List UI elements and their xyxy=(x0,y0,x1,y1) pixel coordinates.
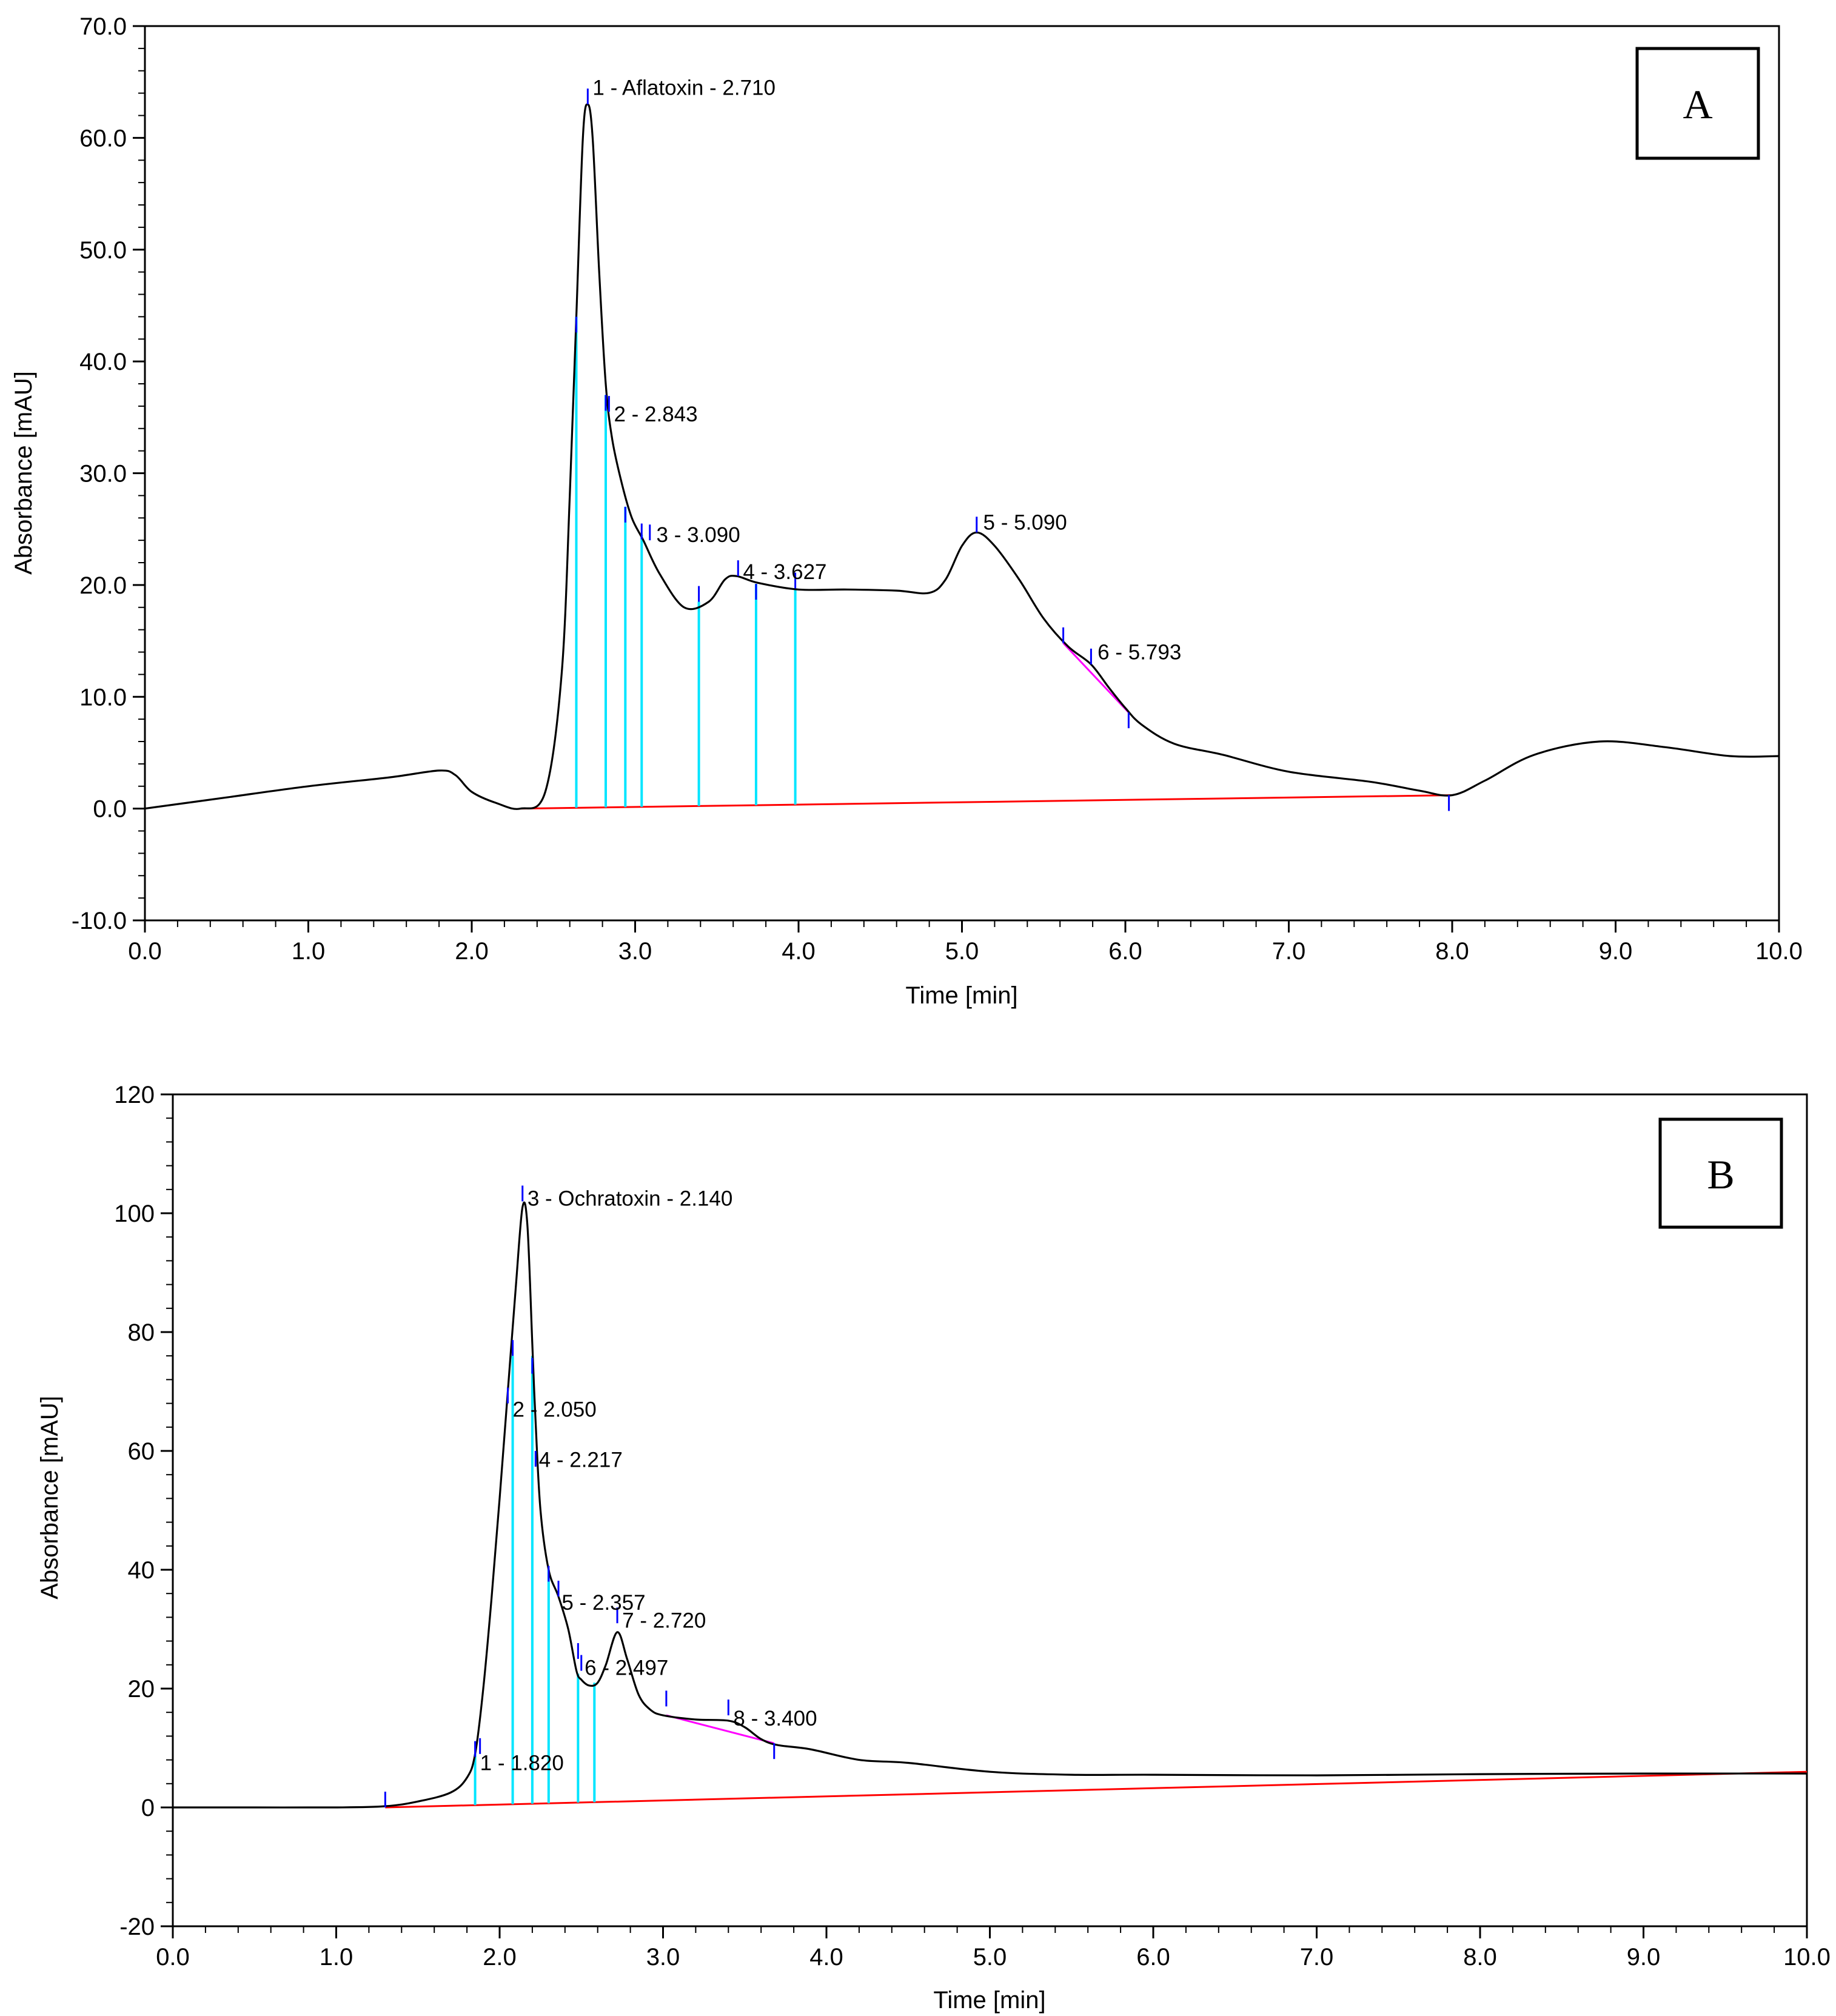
x-tick-label: 5.0 xyxy=(973,1944,1007,1971)
peak-label: 2 - 2.843 xyxy=(614,403,697,426)
peak-label: 5 - 5.090 xyxy=(983,511,1067,535)
y-tick-label: 120 xyxy=(114,1082,155,1108)
axes-b: 0.0 1.0 2.0 3.0 4.0 5.0 6.0 7.0 8.0 9.0 10.0 -20 0 20… xyxy=(114,1082,1831,1971)
peak-label: 3 - Ochratoxin - 2.140 xyxy=(528,1187,732,1211)
peak-label: 8 - 3.400 xyxy=(733,1707,817,1730)
peak-label: 3 - 3.090 xyxy=(657,523,740,547)
tangent-skim-line xyxy=(1062,642,1130,714)
panel-tag-a: A xyxy=(1683,81,1712,127)
integration-baseline xyxy=(385,1770,1808,1809)
x-tick-label: 1.0 xyxy=(292,938,326,965)
x-tick-label: 9.0 xyxy=(1627,1944,1661,1971)
x-tick-label: 7.0 xyxy=(1272,938,1306,965)
x-tick-label: 10.0 xyxy=(1755,938,1803,965)
x-tick-label: 9.0 xyxy=(1599,938,1633,965)
x-tick-label: 8.0 xyxy=(1435,938,1469,965)
y-tick-label: -10.0 xyxy=(72,908,127,934)
x-tick-label: 0.0 xyxy=(156,1944,190,1971)
y-tick-label: 50.0 xyxy=(79,237,127,264)
y-tick-label: 40.0 xyxy=(79,349,127,375)
x-tick-label: 8.0 xyxy=(1463,1944,1497,1971)
marks-b: 3 - Ochratoxin - 2.140 2 - 2.050 4 - 2.217… xyxy=(173,1185,1808,1809)
y-tick-label: 30.0 xyxy=(79,461,127,487)
x-tick-label: 1.0 xyxy=(320,1944,353,1971)
chromatogram-trace xyxy=(173,1201,1808,1809)
x-axis-label-b: Time [min] xyxy=(933,1987,1045,2014)
peak-label: 4 - 3.627 xyxy=(743,560,826,584)
x-tick-label: 4.0 xyxy=(782,938,816,965)
x-tick-label: 6.0 xyxy=(1136,1944,1170,1971)
x-tick-label: 5.0 xyxy=(945,938,979,965)
x-tick-label: 2.0 xyxy=(483,1944,517,1971)
y-tick-label: 60.0 xyxy=(79,125,127,152)
y-tick-label: 70.0 xyxy=(79,13,127,40)
y-tick-label: 10.0 xyxy=(79,684,127,711)
peak-label: 6 - 5.793 xyxy=(1097,641,1181,665)
x-tick-label: 4.0 xyxy=(809,1944,843,1971)
peak-label: 1 - 1.820 xyxy=(480,1752,564,1775)
panel-tag-b: B xyxy=(1707,1151,1734,1197)
panel-tag-box-b xyxy=(1658,1117,1783,1229)
y-axis-label-b: Absorbance [mAU] xyxy=(36,1396,63,1599)
integration-baseline xyxy=(520,794,1453,810)
chromatogram-trace xyxy=(144,103,1780,810)
x-tick-label: 3.0 xyxy=(646,1944,680,1971)
y-tick-label: 40 xyxy=(128,1557,155,1584)
peak-label: 1 - Aflatoxin - 2.710 xyxy=(592,76,776,99)
axes-a: 0.0 1.0 2.0 3.0 4.0 5.0 6.0 7.0 8.0 9.0 10.0-10.00… xyxy=(72,13,1803,965)
tangent-skim-line xyxy=(666,1714,775,1744)
x-tick-label: 7.0 xyxy=(1300,1944,1334,1971)
x-tick-label: 0.0 xyxy=(128,938,162,965)
chart-panel-a: 0.0 1.0 2.0 3.0 4.0 5.0 6.0 7.0 8.0 9.0 10.0-10.00… xyxy=(10,13,1803,1009)
peak-label: 6 - 2.497 xyxy=(585,1656,668,1680)
x-tick-label: 2.0 xyxy=(455,938,489,965)
peak-label: 2 - 2.050 xyxy=(513,1398,597,1421)
x-tick-label: 6.0 xyxy=(1108,938,1142,965)
peak-label: 5 - 2.357 xyxy=(561,1591,645,1615)
y-tick-label: 20 xyxy=(128,1676,155,1703)
y-tick-label: 60 xyxy=(128,1438,155,1465)
y-tick-label: 80 xyxy=(128,1319,155,1346)
peak-label: 4 - 2.217 xyxy=(539,1448,623,1472)
plot-frame-a xyxy=(144,25,1780,922)
y-tick-label: -20 xyxy=(119,1914,155,1940)
y-tick-label: 0.0 xyxy=(93,796,127,823)
x-tick-label: 10.0 xyxy=(1783,1944,1831,1971)
y-tick-label: 100 xyxy=(114,1201,155,1227)
peak-label: 7 - 2.720 xyxy=(622,1609,706,1632)
x-axis-label-a: Time [min] xyxy=(905,982,1017,1009)
marks-a: 1 - Aflatoxin - 2.710 2 - 2.843 3 - 3.0904… xyxy=(144,76,1780,811)
chart-panel-b: 0.0 1.0 2.0 3.0 4.0 5.0 6.0 7.0 8.0 9.0 10.0 -20 0 20… xyxy=(36,1082,1831,2014)
panel-tag-box-a xyxy=(1635,47,1760,160)
x-tick-label: 3.0 xyxy=(618,938,652,965)
y-tick-label: 0 xyxy=(141,1795,155,1821)
y-axis-label-a: Absorbance [mAU] xyxy=(10,371,37,575)
y-tick-label: 20.0 xyxy=(79,572,127,599)
